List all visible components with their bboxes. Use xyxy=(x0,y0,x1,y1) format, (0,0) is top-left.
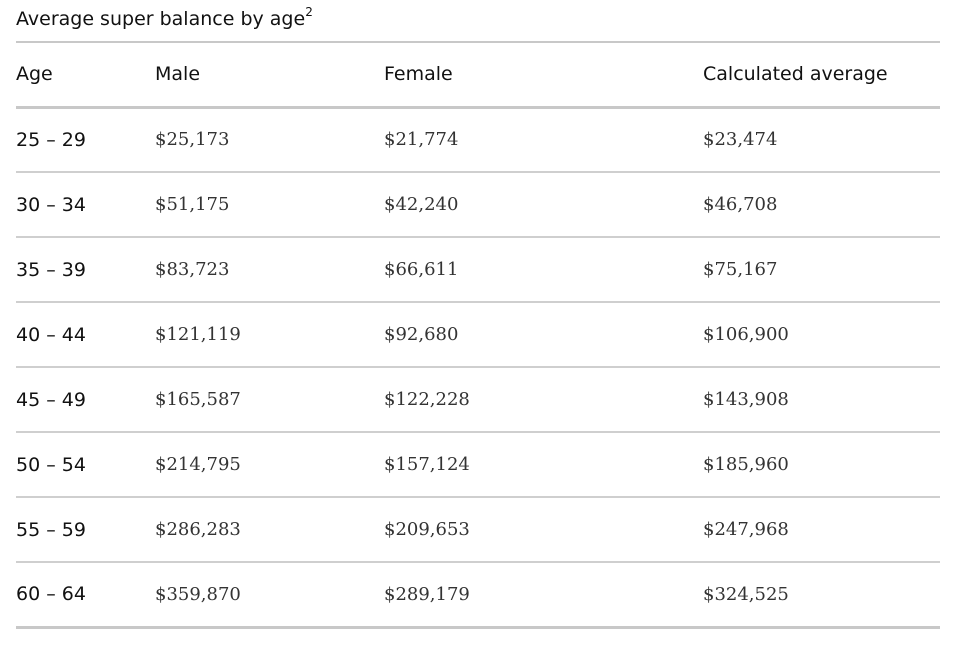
table-row: 40 – 44 $121,119 $92,680 $106,900 xyxy=(16,302,940,368)
cell-average: $46,708 xyxy=(703,172,940,238)
column-header-male: Male xyxy=(155,41,384,109)
cell-male: $165,587 xyxy=(155,367,384,433)
table-header: Age Male Female Calculated average xyxy=(16,41,940,109)
column-header-average: Calculated average xyxy=(703,41,940,109)
cell-male: $51,175 xyxy=(155,172,384,238)
cell-male: $83,723 xyxy=(155,237,384,303)
cell-average: $75,167 xyxy=(703,237,940,303)
cell-male: $121,119 xyxy=(155,302,384,368)
cell-age: 40 – 44 xyxy=(16,302,155,368)
cell-female: $92,680 xyxy=(384,302,703,368)
cell-age: 25 – 29 xyxy=(16,107,155,173)
cell-male: $25,173 xyxy=(155,107,384,173)
cell-female: $66,611 xyxy=(384,237,703,303)
table-row: 35 – 39 $83,723 $66,611 $75,167 xyxy=(16,237,940,303)
table-row: 30 – 34 $51,175 $42,240 $46,708 xyxy=(16,172,940,238)
table-caption: Average super balance by age2 xyxy=(16,4,313,34)
cell-male: $214,795 xyxy=(155,432,384,498)
table-row: 60 – 64 $359,870 $289,179 $324,525 xyxy=(16,562,940,629)
cell-average: $247,968 xyxy=(703,497,940,563)
caption-text: Average super balance by age xyxy=(16,8,306,30)
cell-female: $42,240 xyxy=(384,172,703,238)
column-header-age: Age xyxy=(16,41,155,109)
cell-average: $143,908 xyxy=(703,367,940,433)
cell-age: 55 – 59 xyxy=(16,497,155,563)
cell-age: 60 – 64 xyxy=(16,562,155,629)
cell-age: 45 – 49 xyxy=(16,367,155,433)
table-row: 50 – 54 $214,795 $157,124 $185,960 xyxy=(16,432,940,498)
cell-male: $359,870 xyxy=(155,562,384,629)
super-balance-table: Age Male Female Calculated average 25 – … xyxy=(16,41,940,629)
table-row: 55 – 59 $286,283 $209,653 $247,968 xyxy=(16,497,940,563)
cell-female: $21,774 xyxy=(384,107,703,173)
cell-average: $23,474 xyxy=(703,107,940,173)
column-header-female: Female xyxy=(384,41,703,109)
cell-male: $286,283 xyxy=(155,497,384,563)
cell-age: 30 – 34 xyxy=(16,172,155,238)
footnote-marker[interactable]: 2 xyxy=(305,4,313,19)
table-row: 25 – 29 $25,173 $21,774 $23,474 xyxy=(16,107,940,173)
cell-female: $157,124 xyxy=(384,432,703,498)
cell-female: $209,653 xyxy=(384,497,703,563)
table-row: 45 – 49 $165,587 $122,228 $143,908 xyxy=(16,367,940,433)
cell-average: $185,960 xyxy=(703,432,940,498)
cell-female: $289,179 xyxy=(384,562,703,629)
cell-age: 35 – 39 xyxy=(16,237,155,303)
header-row: Age Male Female Calculated average xyxy=(16,41,940,109)
cell-female: $122,228 xyxy=(384,367,703,433)
cell-average: $324,525 xyxy=(703,562,940,629)
cell-average: $106,900 xyxy=(703,302,940,368)
table-body: 25 – 29 $25,173 $21,774 $23,474 30 – 34 … xyxy=(16,107,940,629)
cell-age: 50 – 54 xyxy=(16,432,155,498)
